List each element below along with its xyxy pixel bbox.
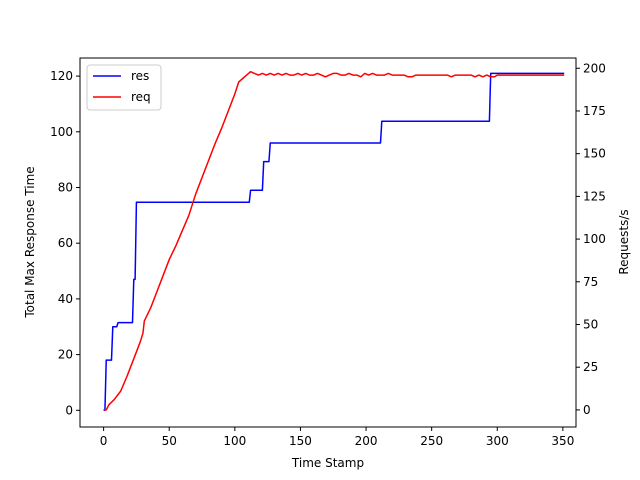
x-axis-label: Time Stamp xyxy=(291,456,364,470)
series-line-res xyxy=(103,72,565,412)
legend-label-res: res xyxy=(131,69,149,83)
right-y-tick-label: 100 xyxy=(583,232,606,246)
left-y-tick-label: 20 xyxy=(58,348,73,362)
x-tick-label: 150 xyxy=(289,434,312,448)
left-y-axis-ticks: 0 20 40 60 80 100 120 xyxy=(50,69,80,417)
legend-label-req: req xyxy=(131,90,151,104)
left-y-axis-label: Total Max Response Time xyxy=(23,166,37,318)
right-y-tick-label: 75 xyxy=(583,275,598,289)
left-y-tick-label: 40 xyxy=(58,292,73,306)
x-tick-label: 350 xyxy=(551,434,574,448)
right-y-tick-label: 0 xyxy=(583,403,591,417)
left-y-tick-label: 80 xyxy=(58,180,73,194)
x-tick-label: 250 xyxy=(420,434,443,448)
right-y-tick-label: 150 xyxy=(583,147,606,161)
x-axis-ticks: 0 50 100 150 200 250 300 350 xyxy=(100,427,574,448)
right-y-tick-label: 25 xyxy=(583,360,598,374)
right-y-axis-ticks: 0 25 50 75 100 125 150 175 200 xyxy=(576,61,606,417)
right-y-tick-label: 175 xyxy=(583,104,606,118)
right-y-tick-label: 125 xyxy=(583,189,606,203)
left-y-tick-label: 0 xyxy=(65,403,73,417)
x-tick-label: 0 xyxy=(100,434,108,448)
plot-area-frame xyxy=(79,57,577,428)
left-y-tick-label: 100 xyxy=(50,125,73,139)
right-y-axis-label: Requests/s xyxy=(617,209,631,274)
x-tick-label: 300 xyxy=(486,434,509,448)
right-y-tick-label: 200 xyxy=(583,61,606,75)
series-lines xyxy=(103,70,565,412)
x-tick-label: 50 xyxy=(162,434,177,448)
legend: res req xyxy=(86,64,162,111)
left-y-tick-label: 120 xyxy=(50,69,73,83)
x-tick-label: 200 xyxy=(355,434,378,448)
x-tick-label: 100 xyxy=(223,434,246,448)
series-line-req xyxy=(103,70,565,411)
right-y-tick-label: 50 xyxy=(583,318,598,332)
left-y-tick-label: 60 xyxy=(58,236,73,250)
